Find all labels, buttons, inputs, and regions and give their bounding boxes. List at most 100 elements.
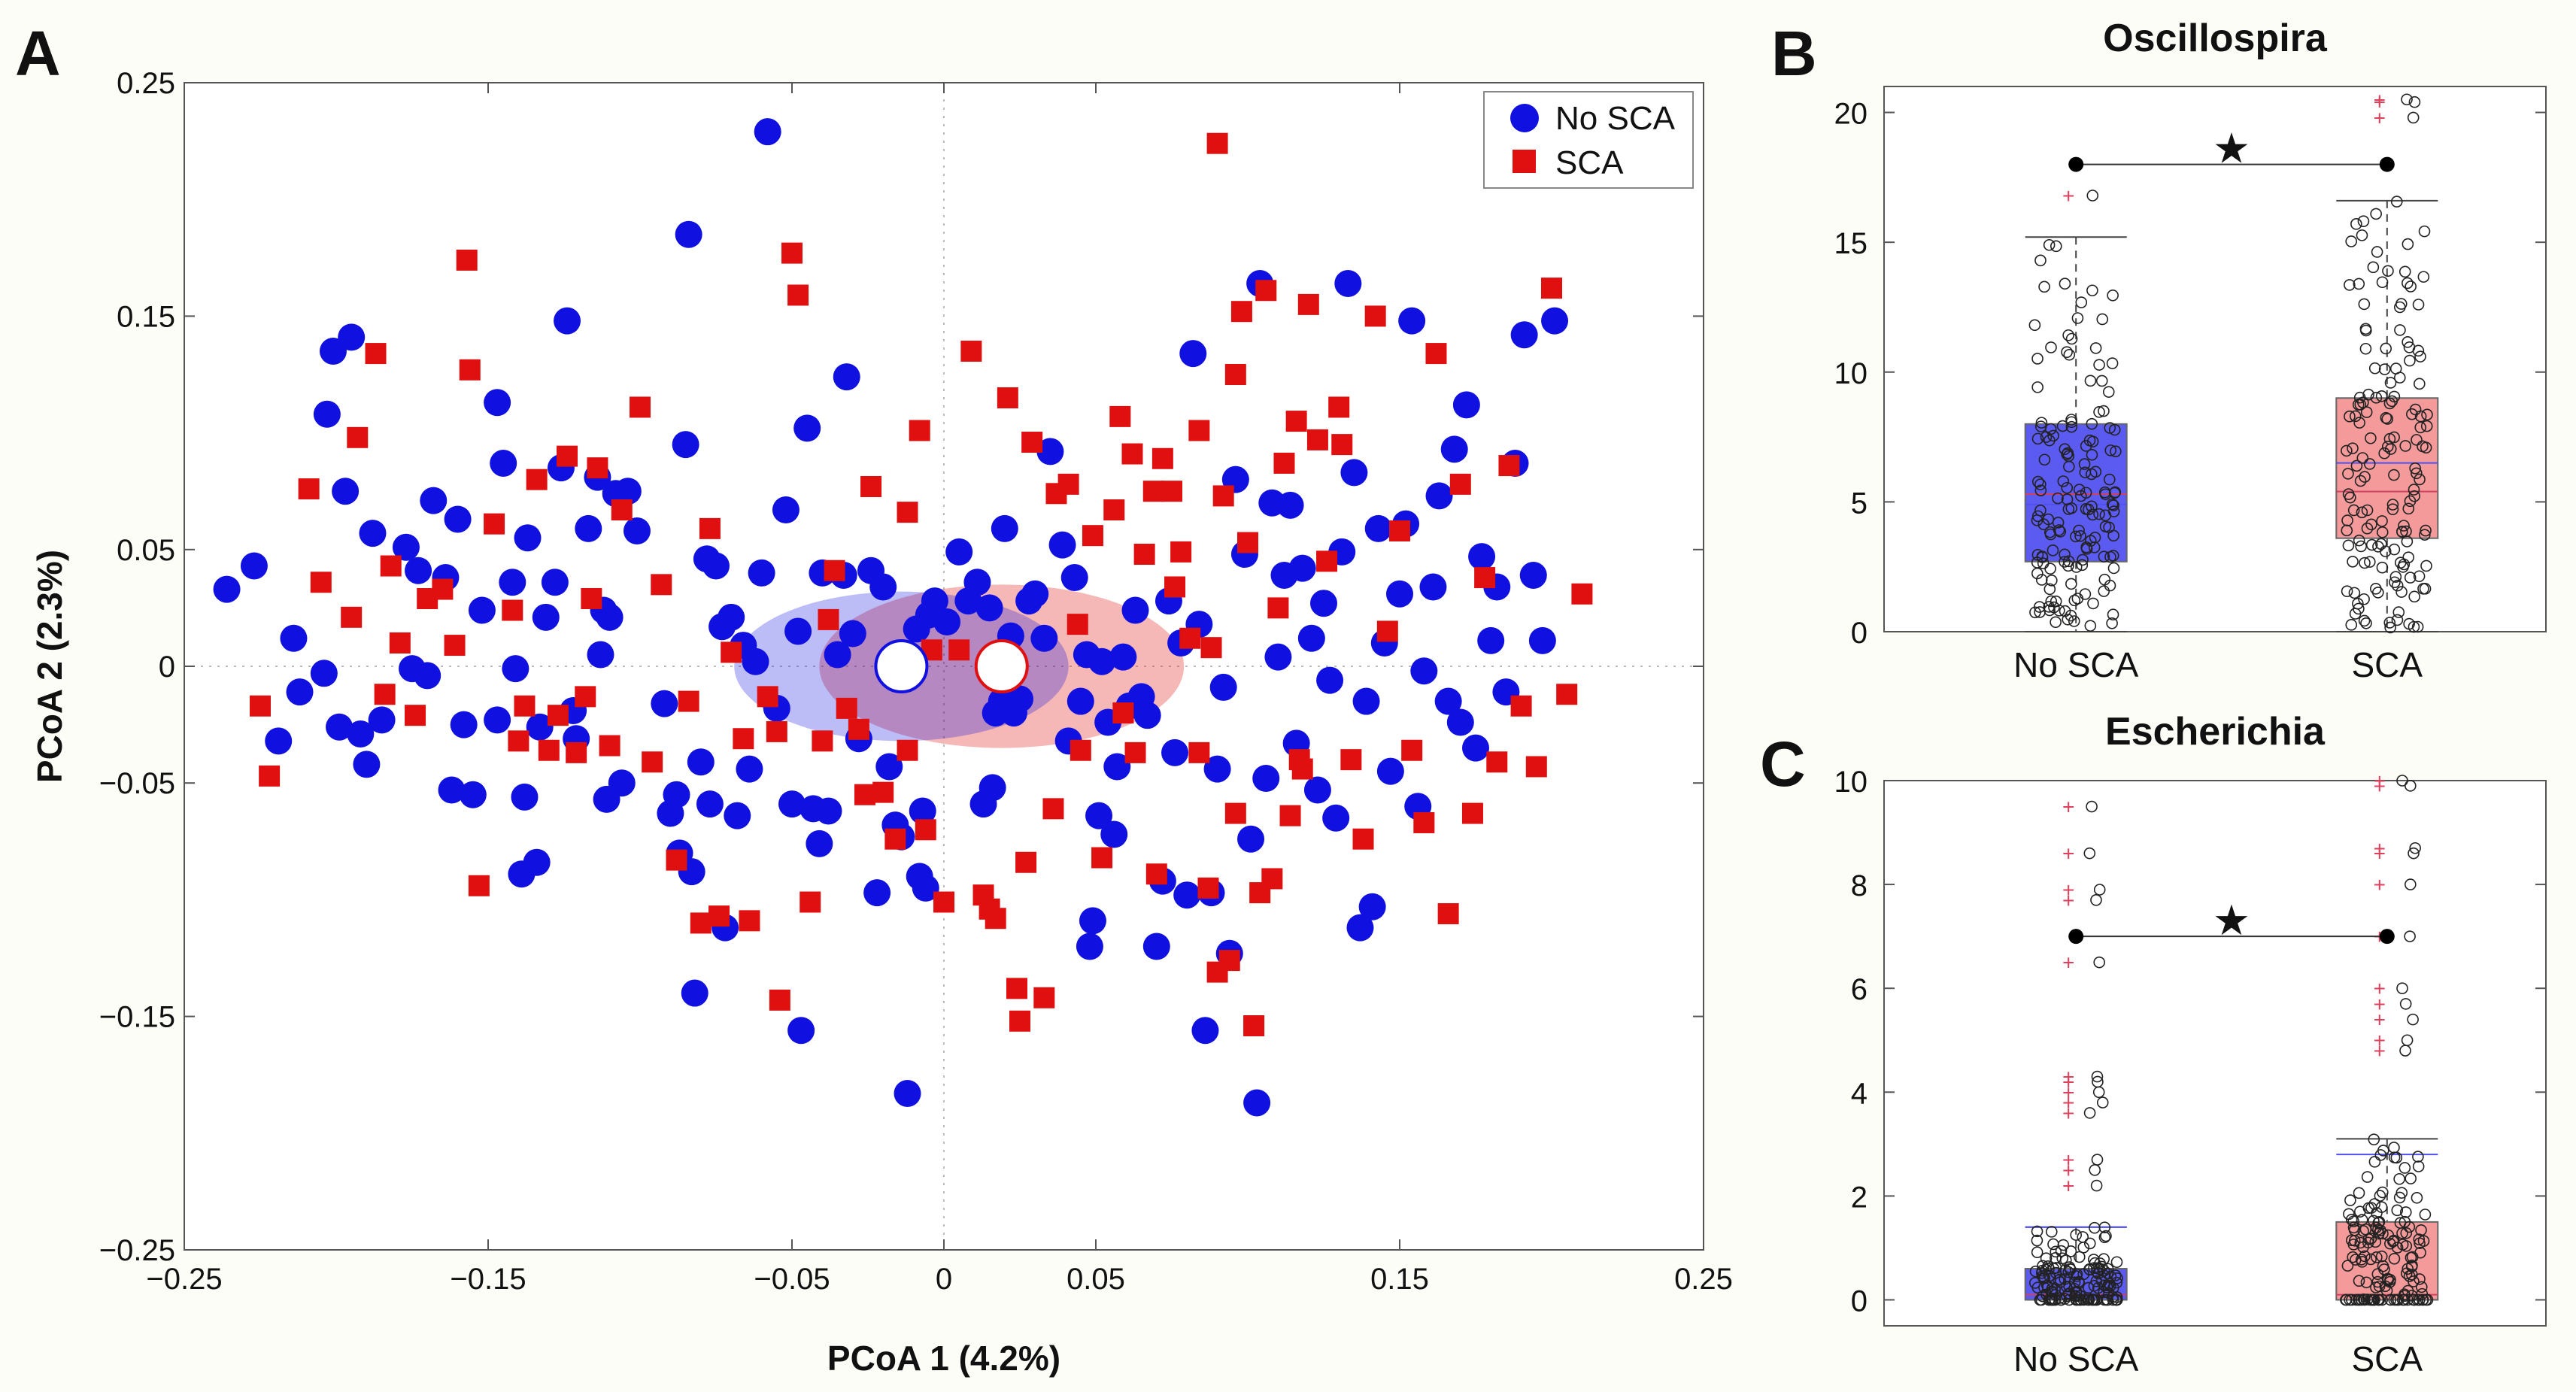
sample-point <box>2368 362 2381 375</box>
sample-point <box>2070 1229 2082 1241</box>
sample-point <box>2402 1293 2414 1306</box>
no-sca-point <box>1398 307 1426 335</box>
no-sca-point <box>514 524 542 552</box>
sample-point <box>2402 336 2414 348</box>
sca-point <box>1449 473 1471 495</box>
sample-point <box>2093 359 2105 371</box>
sca-point <box>979 898 1000 920</box>
sample-point <box>2420 420 2433 432</box>
sample-point <box>2352 1293 2365 1306</box>
no-sca-point <box>1322 804 1350 832</box>
sample-point <box>2093 956 2105 969</box>
sample-point <box>2400 1267 2413 1280</box>
sample-point <box>2414 421 2427 434</box>
no-sca-point <box>532 603 560 631</box>
sca-point <box>310 572 332 593</box>
no-sca-point <box>502 655 529 683</box>
no-sca-point <box>748 559 775 587</box>
sample-point <box>2392 606 2405 618</box>
sca-point <box>347 426 369 448</box>
sample-point <box>2356 506 2368 519</box>
sca-point <box>1179 627 1201 649</box>
sample-point <box>2359 1293 2371 1306</box>
sample-point <box>2106 357 2119 369</box>
sca-point <box>468 875 490 896</box>
sca-point <box>1121 443 1143 465</box>
sca-point <box>575 686 596 708</box>
sample-point <box>2363 458 2376 470</box>
no-sca-point <box>696 790 724 818</box>
bracket-end-dot <box>2068 156 2084 172</box>
sample-point <box>2052 492 2064 505</box>
no-sca-point <box>1076 933 1103 960</box>
outlier-marker: + <box>2374 1008 2386 1032</box>
sample-point <box>2086 190 2099 202</box>
outlier-marker: + <box>2062 951 2074 975</box>
sample-point <box>2408 1275 2420 1287</box>
sample-point <box>2359 323 2372 335</box>
sample-point <box>2056 1252 2069 1265</box>
x-axis-label: PCoA 1 (4.2%) <box>827 1339 1060 1378</box>
sample-point <box>2062 555 2075 568</box>
sample-point <box>2412 344 2425 357</box>
sample-point <box>2358 593 2370 605</box>
sample-point <box>2031 475 2044 488</box>
sample-point <box>2050 595 2062 608</box>
no-sca-point <box>1079 907 1106 935</box>
no-sca-point <box>1006 685 1033 713</box>
bracket-end-dot <box>2068 929 2084 945</box>
sample-point <box>2062 560 2074 572</box>
sample-point <box>2373 1293 2386 1306</box>
sample-point <box>2391 1204 2404 1217</box>
category-label: SCA <box>2352 645 2423 684</box>
sample-point <box>2341 1260 2354 1272</box>
no-sca-point <box>1021 580 1049 608</box>
sample-point <box>2401 93 2413 106</box>
sca-point <box>1461 802 1483 824</box>
sample-point <box>2350 218 2362 230</box>
no-sca-point <box>875 753 903 781</box>
sample-point <box>2420 524 2432 537</box>
no-sca-point <box>912 874 939 902</box>
no-sca-point <box>1510 321 1538 349</box>
no-sca-point <box>1419 573 1447 601</box>
sample-point <box>2413 570 2426 583</box>
sca-point <box>1279 805 1301 826</box>
no-sca-point <box>963 569 991 596</box>
outlier-marker: + <box>2062 1070 2074 1093</box>
no-sca-point <box>921 587 948 615</box>
sample-point <box>2406 408 2418 420</box>
outlier-marker: + <box>2062 1175 2074 1198</box>
sample-point <box>2045 595 2058 608</box>
no-sca-point <box>824 641 851 669</box>
no-sca-point <box>1340 459 1368 487</box>
x-tick-label: 0.05 <box>1067 1263 1125 1296</box>
sample-point <box>2402 277 2414 290</box>
sca-point <box>259 765 281 787</box>
sca-point <box>1352 828 1374 850</box>
sample-point <box>2417 271 2430 283</box>
sample-point <box>2037 1270 2049 1282</box>
sca-point <box>666 849 687 871</box>
sample-point <box>2380 411 2392 424</box>
sca-point <box>690 912 712 934</box>
no-sca-point <box>1334 269 1362 297</box>
sample-point <box>2044 434 2056 447</box>
sample-point <box>2101 1263 2114 1275</box>
sample-point <box>2070 1293 2083 1306</box>
sample-point <box>2059 443 2071 456</box>
sca-point <box>1170 541 1192 563</box>
no-sca-point <box>909 797 936 825</box>
no-sca-point <box>742 647 769 675</box>
sample-point <box>2044 583 2056 596</box>
outlier-marker: + <box>2374 91 2386 114</box>
sample-point <box>2357 1225 2369 1237</box>
boxplot-title-oscillospira: Oscillospira <box>2103 17 2328 60</box>
sample-point <box>2031 1234 2044 1247</box>
sca-point <box>405 705 426 726</box>
sample-point <box>2408 484 2420 496</box>
significance-star-icon: ★ <box>2213 125 2250 172</box>
outlier-marker: + <box>2374 775 2386 798</box>
